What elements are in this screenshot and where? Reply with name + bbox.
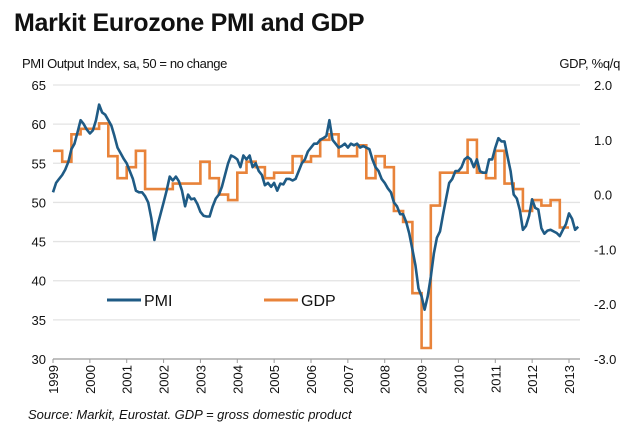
- pmi-series-line: [51, 103, 580, 311]
- x-tick-label: 2011: [488, 365, 503, 393]
- x-tick-label: 2006: [304, 365, 319, 394]
- chart-title: Markit Eurozone PMI and GDP: [14, 9, 365, 37]
- x-axis: 1999 2000 2001 2002 2003 2004 2005 2006 2007 2008…: [46, 358, 580, 394]
- x-tick-label: 2004: [230, 365, 245, 394]
- x-tick-label: 2007: [341, 365, 356, 394]
- left-y-axis: 30 35 40 45 50 55 60 65: [32, 78, 46, 367]
- right-y-tick-label: -1.0: [594, 242, 616, 257]
- left-y-tick-label: 45: [32, 235, 46, 250]
- x-tick-label: 2008: [378, 365, 393, 394]
- legend-label-gdp: GDP: [301, 293, 336, 310]
- left-y-tick-label: 65: [32, 78, 46, 93]
- x-tick-label: 2009: [415, 365, 430, 394]
- left-axis-caption: PMI Output Index, sa, 50 = no change: [22, 56, 227, 71]
- right-axis-caption: GDP, %q/q: [559, 56, 620, 71]
- left-y-tick-label: 35: [32, 313, 46, 328]
- gdp-series-line: [53, 122, 569, 350]
- source-note: Source: Markit, Eurostat. GDP = gross do…: [28, 407, 352, 422]
- right-y-tick-label: 0.0: [594, 188, 612, 203]
- right-y-tick-label: 2.0: [594, 78, 612, 93]
- right-y-tick-label: 1.0: [594, 133, 612, 148]
- right-y-tick-label: -2.0: [594, 297, 616, 312]
- gridlines: [53, 84, 580, 321]
- x-tick-label: 2013: [562, 365, 577, 394]
- x-tick-label: 2012: [525, 365, 540, 394]
- legend: PMI GDP: [107, 293, 336, 310]
- x-tick-label: 2003: [193, 365, 208, 394]
- left-y-tick-label: 55: [32, 156, 46, 171]
- series-group: [51, 103, 580, 350]
- left-y-tick-label: 40: [32, 274, 46, 289]
- right-y-axis: -3.0 -2.0 -1.0 0.0 1.0 2.0: [594, 78, 616, 367]
- left-y-tick-label: 30: [32, 352, 46, 367]
- x-tick-label: 2010: [451, 365, 466, 394]
- legend-label-pmi: PMI: [144, 293, 172, 310]
- x-tick-label: 2001: [120, 365, 135, 394]
- x-tick-label: 2005: [267, 365, 282, 394]
- x-tick-label: 2000: [83, 365, 98, 394]
- right-y-tick-label: -3.0: [594, 352, 616, 367]
- left-y-tick-label: 60: [32, 117, 46, 132]
- left-y-tick-label: 50: [32, 195, 46, 210]
- x-tick-label: 1999: [46, 365, 61, 394]
- x-tick-label: 2002: [157, 365, 172, 394]
